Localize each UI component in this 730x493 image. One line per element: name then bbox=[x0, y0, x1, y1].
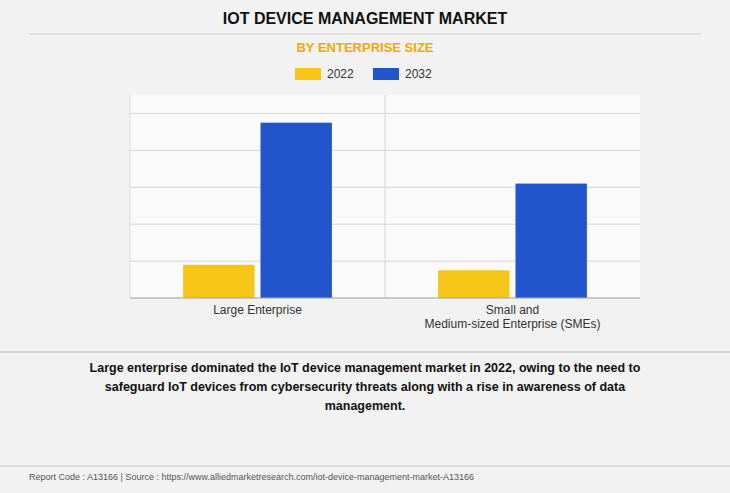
report-rule bbox=[0, 466, 730, 467]
title-rule bbox=[29, 34, 701, 35]
legend-label: 2022 bbox=[327, 67, 354, 81]
footer-rule bbox=[0, 352, 730, 353]
chart-svg: IOT DEVICE MANAGEMENT MARKET BY ENTERPRIS… bbox=[0, 0, 730, 493]
text-line: Small and bbox=[486, 303, 539, 317]
text-line: management. bbox=[325, 399, 406, 413]
report-text: Report Code : A13166 | Source : https://… bbox=[29, 472, 474, 482]
legend: 2022 2032 bbox=[295, 67, 432, 81]
bar bbox=[438, 270, 509, 298]
bar bbox=[183, 265, 254, 298]
grid-line bbox=[130, 298, 640, 299]
x-tick-label: Small andMedium-sized Enterprise (SMEs) bbox=[424, 303, 600, 331]
group-separator bbox=[385, 95, 386, 298]
x-tick-label: Large Enterprise bbox=[213, 303, 302, 317]
legend-swatch bbox=[373, 68, 399, 80]
x-axis-line bbox=[130, 298, 640, 299]
legend-swatch bbox=[295, 68, 321, 80]
plot-background bbox=[130, 95, 640, 298]
subtitle: BY ENTERPRISE SIZE bbox=[296, 40, 433, 55]
bar bbox=[261, 123, 332, 298]
title: IOT DEVICE MANAGEMENT MARKET bbox=[223, 10, 508, 27]
footer-text: Large enterprise dominated the IoT devic… bbox=[90, 361, 641, 413]
text-line: safeguard IoT devices from cybersecurity… bbox=[105, 380, 626, 394]
text-line: Medium-sized Enterprise (SMEs) bbox=[424, 317, 600, 331]
text-line: Large Enterprise bbox=[213, 303, 302, 317]
chart-container: IOT DEVICE MANAGEMENT MARKET BY ENTERPRIS… bbox=[0, 0, 730, 493]
y-axis-line bbox=[130, 95, 131, 298]
text-line: Large enterprise dominated the IoT devic… bbox=[90, 361, 641, 375]
legend-label: 2032 bbox=[405, 67, 432, 81]
bars bbox=[183, 123, 587, 298]
background bbox=[0, 0, 730, 493]
bar bbox=[516, 184, 587, 298]
